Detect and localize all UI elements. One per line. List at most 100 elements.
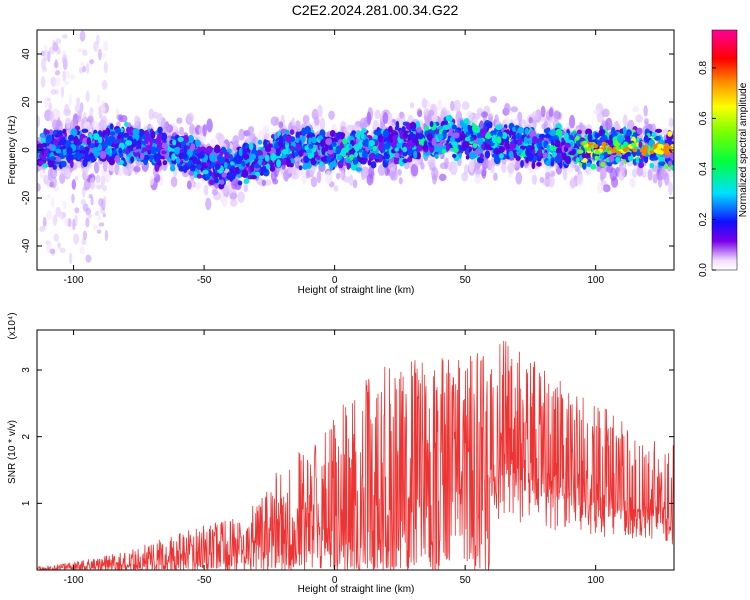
spectrogram-cell	[53, 233, 59, 242]
spectrogram-cell	[367, 159, 372, 166]
spectrogram-cell	[156, 148, 161, 153]
spectrogram-cell	[301, 171, 307, 185]
spectrogram-cell	[477, 156, 484, 164]
spectrogram-cell	[319, 117, 326, 132]
spectrogram-cell	[361, 166, 367, 180]
spectrogram-cell	[329, 130, 336, 138]
spectrogram-cell	[651, 131, 657, 138]
spectrogram-cell	[667, 131, 673, 137]
spectrogram-cell	[346, 163, 352, 169]
spectrogram-cell	[501, 131, 508, 140]
spectrogram-cell	[230, 199, 238, 207]
spectrogram-cell	[319, 161, 324, 168]
spectrogram-cell	[230, 171, 236, 180]
spectrogram-cell	[643, 118, 649, 125]
spectrogram-cell	[499, 153, 504, 159]
spectrogram-cell	[234, 166, 240, 175]
spectrogram-cell	[203, 184, 209, 196]
spectrogram-cell	[132, 138, 137, 146]
spectrogram-cell	[250, 163, 255, 172]
spectrogram-cell	[60, 86, 65, 98]
spectrogram-cell	[310, 176, 318, 188]
spectrogram-cell	[211, 189, 219, 196]
spectrogram-cell	[448, 127, 453, 135]
spectrogram-cell	[150, 130, 156, 139]
snr-plot-frame	[36, 329, 675, 571]
spectrogram-cell	[205, 162, 211, 167]
spectrogram-cell	[66, 146, 73, 155]
spectrogram-cell	[41, 58, 47, 70]
spectrogram-cell	[285, 135, 292, 143]
spectrogram-cell	[525, 148, 531, 157]
spectrogram-cell	[644, 155, 649, 164]
spectrogram-cell	[162, 160, 168, 166]
spectrogram-axes: -100 -50 0 50 100 -40 -20 0 20 40	[21, 30, 674, 286]
spectrogram-cell	[93, 161, 99, 174]
spectrogram-cell	[374, 153, 381, 160]
spectrogram-cell	[234, 155, 242, 165]
spectrogram-cell	[43, 96, 49, 108]
spectrogram-cell	[221, 195, 228, 207]
spectrogram-cell	[60, 160, 67, 168]
spectrogram-cell	[82, 230, 88, 241]
spectrogram-cell	[564, 142, 571, 148]
spectrogram-cell	[67, 134, 75, 142]
spectrogram-cell	[487, 113, 494, 122]
spectrogram-cell	[56, 47, 61, 55]
colorbar-gradient	[711, 29, 738, 271]
spectrogram-cell	[293, 151, 299, 157]
spectrogram-cell	[96, 94, 101, 104]
spectrogram-cell	[550, 159, 555, 167]
spectrogram-cell	[544, 134, 552, 139]
spectrogram-cell	[402, 131, 408, 139]
spectrogram-cell	[41, 142, 48, 148]
spectrogram-cell	[248, 142, 254, 151]
spectrogram-cell	[97, 144, 103, 152]
spectrogram-cell	[607, 146, 613, 151]
spectrogram-cell	[663, 163, 669, 170]
spectrogram-cell	[543, 128, 550, 134]
spectrogram-cell	[223, 161, 228, 169]
spectrogram-cell	[575, 157, 581, 162]
spectrogram-cell	[85, 62, 90, 75]
spectrogram-cell	[538, 133, 546, 139]
spectrogram-cell	[243, 182, 249, 193]
spectrogram-cell	[658, 161, 666, 167]
spectrogram-cell	[281, 148, 289, 155]
spectrogram-cell	[85, 254, 92, 263]
spectrogram-cell	[175, 156, 181, 164]
x-tick-label: 100	[587, 575, 604, 586]
spectrogram-cell	[495, 149, 500, 156]
spectrogram-cell	[568, 150, 576, 156]
spectrogram-cell	[229, 192, 238, 200]
spectrogram-cell	[52, 42, 59, 52]
spectrogram-cell	[431, 137, 437, 147]
spectrogram-cell	[214, 163, 221, 170]
spectrogram-cell	[170, 176, 178, 188]
y-tick-label: -20	[21, 190, 32, 205]
spectrogram-cell	[86, 137, 92, 146]
spectrogram-cell	[421, 98, 428, 109]
spectrogram-cell	[459, 119, 464, 127]
spectrogram-cell	[89, 177, 96, 190]
snr-series-line	[37, 340, 674, 570]
spectrogram-cell	[231, 166, 236, 171]
spectrogram-heatmap	[37, 30, 674, 264]
spectrogram-cell	[95, 174, 101, 184]
spectrogram-cell	[671, 159, 674, 166]
spectrogram-cell	[635, 114, 643, 123]
spectrogram-cell	[71, 193, 75, 204]
spectrogram-cell	[50, 76, 57, 87]
spectrogram-cell	[518, 148, 523, 154]
spectrogram-cell	[441, 149, 447, 154]
spectrogram-cell	[346, 158, 351, 164]
spectrogram-cell	[82, 65, 87, 73]
spectrogram-cell	[186, 112, 195, 123]
spectrogram-cell	[157, 126, 163, 134]
spectrogram-cell	[154, 164, 160, 170]
spectrogram-cell	[649, 162, 655, 169]
spectrogram-cell	[472, 123, 478, 133]
spectrogram-cell	[408, 149, 413, 157]
spectrogram-cell	[310, 136, 318, 144]
spectrogram-cell	[416, 127, 422, 133]
